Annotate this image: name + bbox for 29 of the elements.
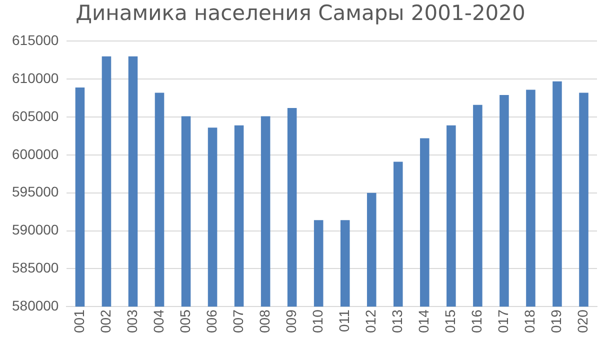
x-tick-label: 013	[389, 309, 406, 333]
y-tick-label: 590000	[12, 222, 59, 238]
x-tick-label: 007	[230, 309, 246, 333]
y-tick-label: 600000	[12, 146, 59, 162]
chart-title: Динамика населения Самары 2001-2020	[76, 1, 526, 26]
x-tick-label: 019	[548, 309, 564, 333]
x-tick-label: 006	[203, 309, 220, 333]
x-tick-label: 012	[362, 309, 378, 333]
y-tick-label: 615000	[12, 32, 59, 48]
x-tick-label: 010	[309, 309, 326, 333]
x-tick-label: 003	[124, 309, 140, 333]
x-tick-label: 014	[416, 309, 432, 333]
x-tick-label: 001	[70, 309, 87, 333]
x-tick-label: 002	[97, 309, 114, 333]
x-tick-label: 005	[176, 309, 193, 333]
y-tick-label: 595000	[12, 184, 59, 200]
x-tick-label: 020	[574, 309, 591, 333]
y-tick-label: 585000	[12, 260, 59, 276]
x-tick-label: 004	[150, 309, 166, 333]
x-tick-label: 018	[522, 309, 538, 333]
x-tick-label: 011	[336, 309, 352, 332]
x-tick-label: 008	[256, 309, 272, 333]
y-tick-label: 580000	[12, 298, 59, 314]
x-tick-label: 009	[282, 309, 299, 333]
x-tick-label: 017	[495, 309, 512, 333]
y-tick-label: 610000	[12, 70, 59, 86]
x-tick-label: 015	[442, 309, 458, 333]
y-tick-label: 605000	[12, 108, 59, 124]
x-tick-label: 016	[468, 309, 485, 333]
